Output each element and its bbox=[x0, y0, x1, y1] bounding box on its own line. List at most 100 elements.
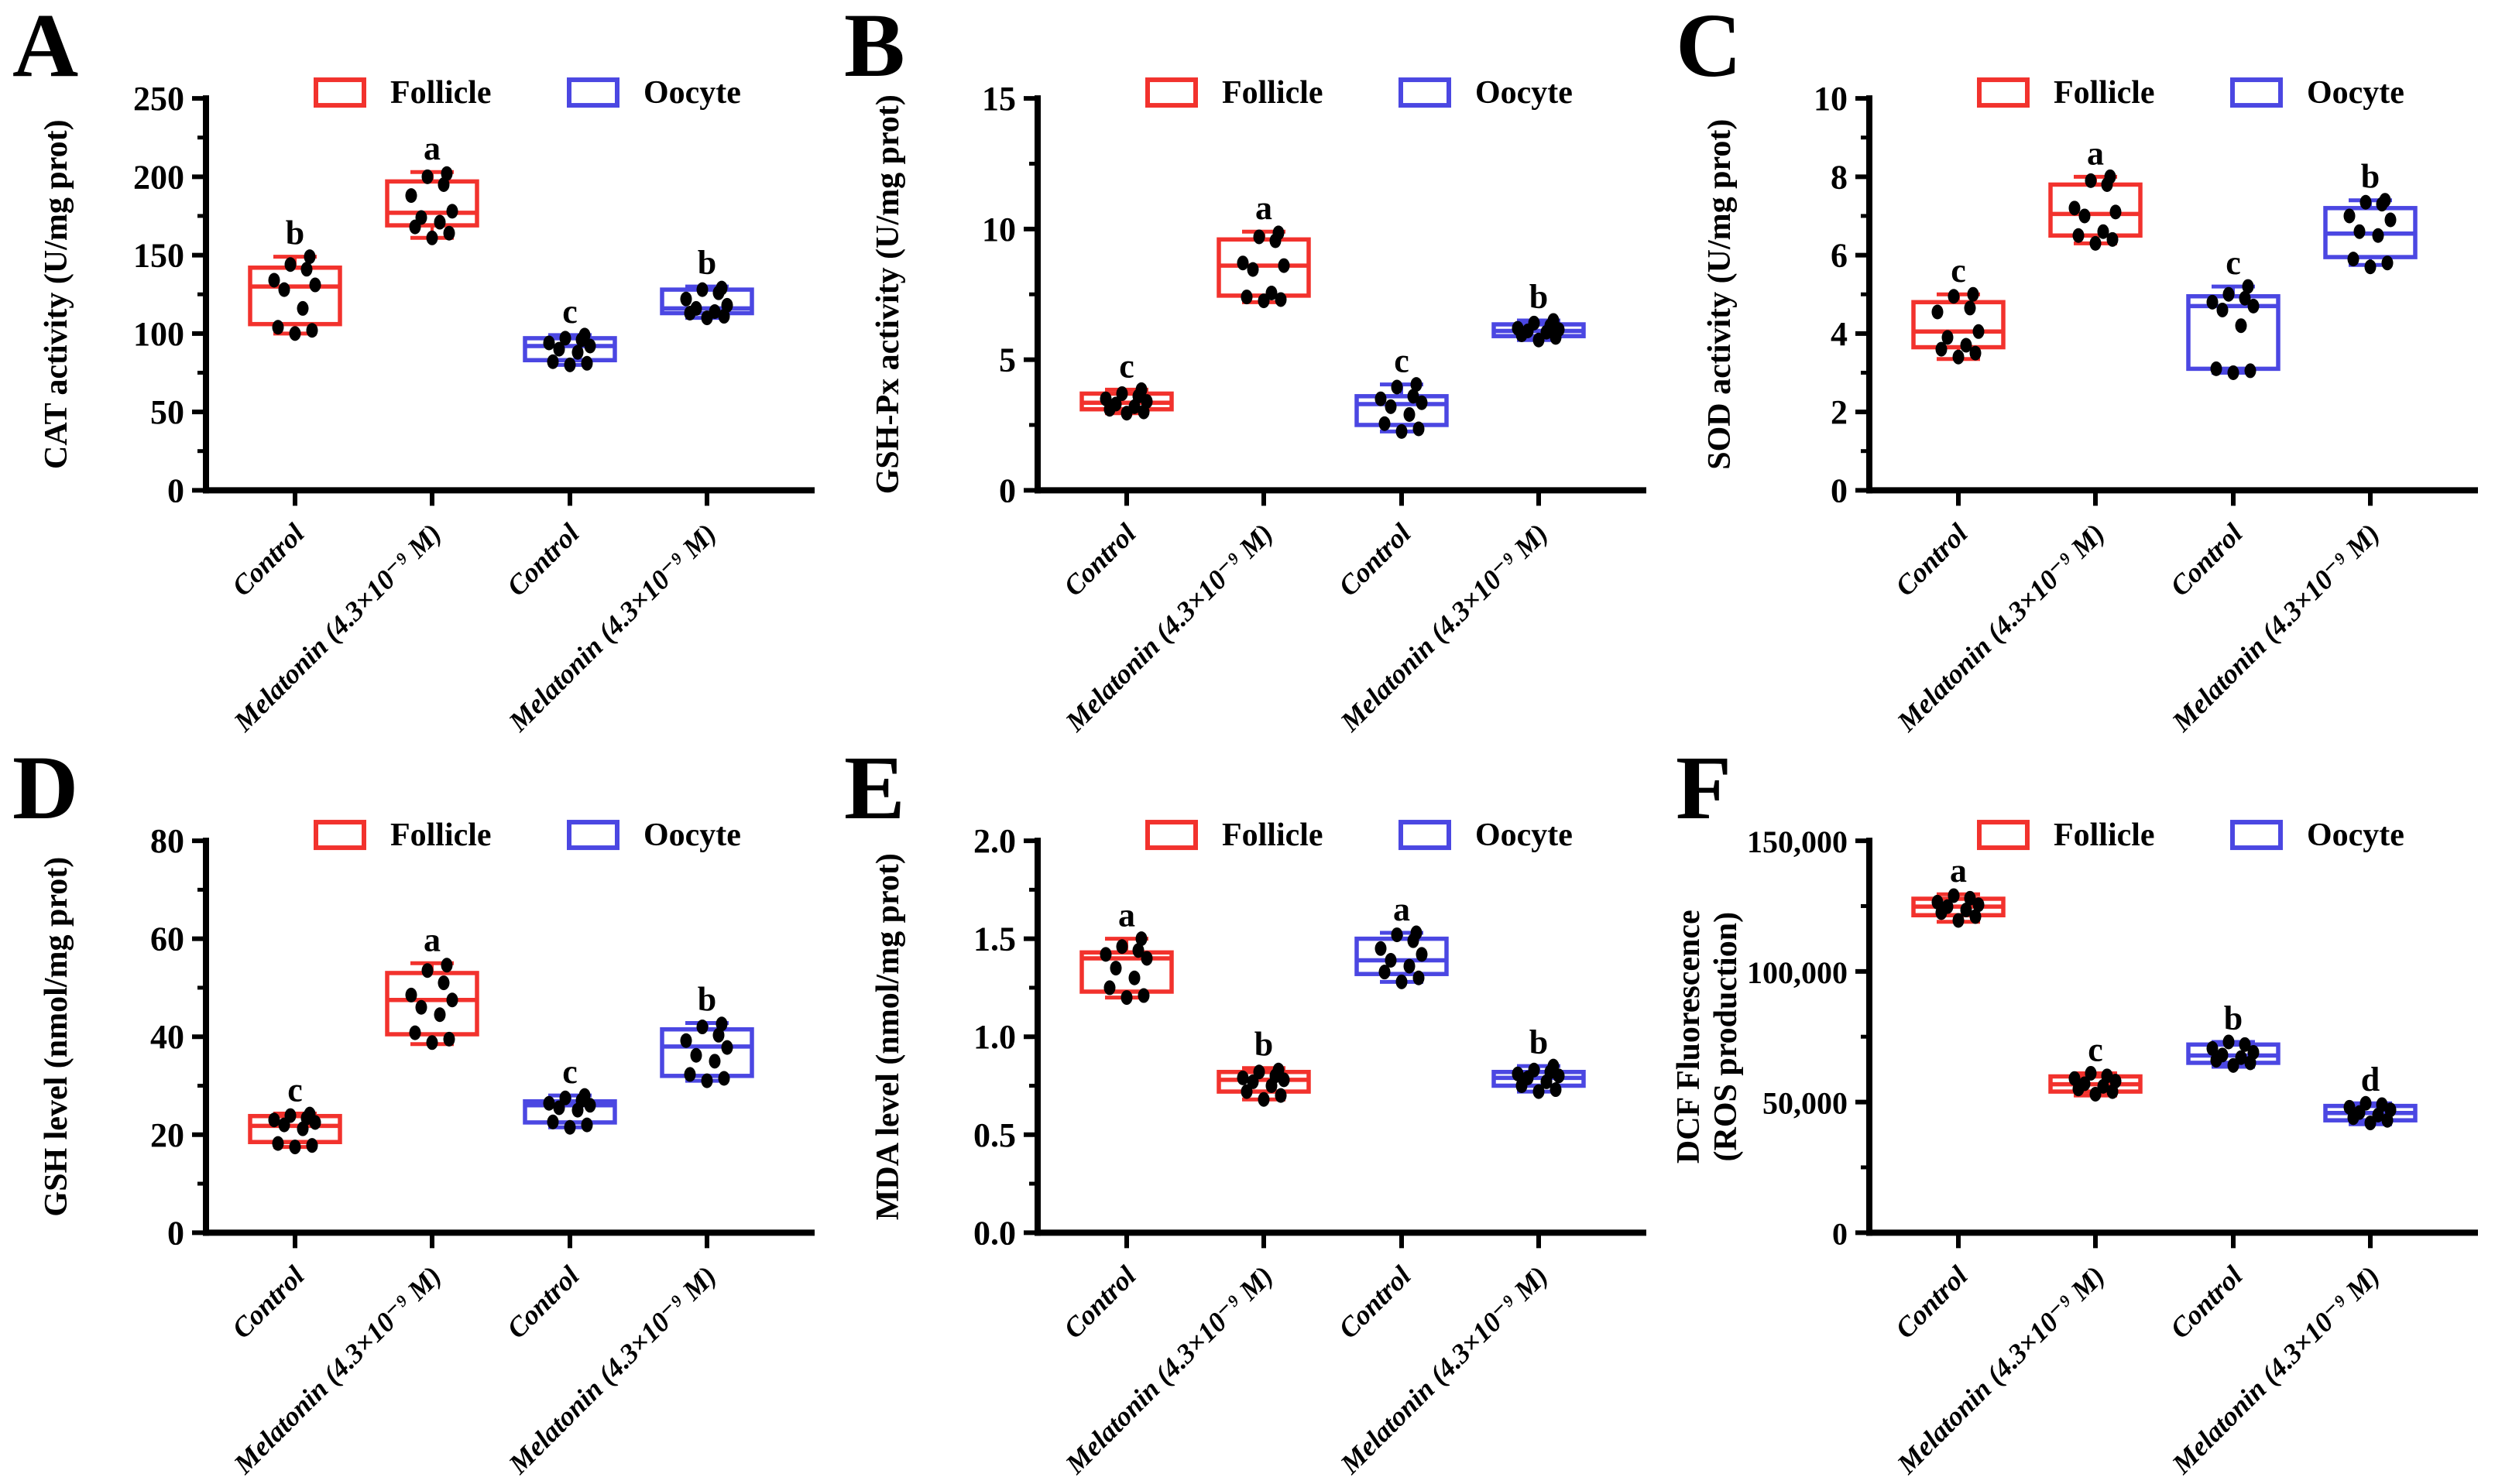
sig-letter: d bbox=[2361, 1061, 2380, 1098]
sig-letter: b bbox=[2224, 999, 2243, 1037]
panel-letter-D: D bbox=[12, 736, 79, 838]
data-point bbox=[564, 1119, 576, 1135]
data-point bbox=[1258, 1092, 1270, 1107]
data-point bbox=[1272, 225, 1285, 241]
x-tick-label: Control bbox=[1889, 1260, 1974, 1344]
data-point bbox=[1416, 946, 1428, 961]
data-point bbox=[1100, 946, 1112, 961]
data-point bbox=[543, 335, 555, 351]
data-point bbox=[309, 277, 321, 293]
panel-B: B 0 5 10 15 Control Melatonin (4.3×10⁻⁹ M) Con… bbox=[832, 0, 1663, 742]
data-point bbox=[446, 204, 458, 219]
data-point bbox=[1374, 391, 1387, 406]
data-point bbox=[1116, 386, 1128, 401]
data-point bbox=[1395, 423, 1408, 439]
data-point bbox=[2072, 228, 2085, 243]
data-point bbox=[1952, 349, 1965, 365]
x-tick-label: Control bbox=[501, 1260, 585, 1344]
y-tick-label: 0.0 bbox=[973, 1214, 1016, 1252]
data-point bbox=[581, 355, 593, 371]
data-point bbox=[1374, 941, 1387, 956]
data-point bbox=[1964, 300, 1976, 316]
data-point bbox=[680, 1033, 692, 1048]
data-point bbox=[2353, 224, 2366, 239]
data-point bbox=[1403, 406, 1416, 422]
data-point bbox=[1528, 315, 1540, 331]
data-point bbox=[1941, 899, 1954, 914]
legend-swatch-oocyte bbox=[567, 819, 619, 850]
box bbox=[660, 1026, 754, 1078]
data-point bbox=[1941, 330, 1954, 345]
data-point bbox=[2085, 1065, 2097, 1081]
data-point bbox=[716, 280, 728, 296]
sig-letter: b bbox=[698, 980, 716, 1018]
data-point bbox=[441, 166, 453, 181]
sig-letter: b bbox=[2361, 158, 2380, 196]
data-point bbox=[2210, 361, 2222, 376]
data-point bbox=[1141, 950, 1153, 965]
data-point bbox=[2097, 224, 2109, 239]
data-point bbox=[1116, 938, 1128, 954]
panel-A: A 0 50 100 150 200 250 Control Melatonin (4.3×1… bbox=[0, 0, 832, 742]
legend-swatch-oocyte bbox=[567, 77, 619, 108]
data-point bbox=[571, 344, 584, 360]
data-point bbox=[1275, 1088, 1287, 1103]
panel-letter-F: F bbox=[1676, 736, 1732, 838]
x-tick-label: Control bbox=[1333, 1260, 1417, 1344]
data-point bbox=[409, 1025, 421, 1040]
data-point bbox=[2106, 231, 2119, 247]
legend-label-follicle: Follicle bbox=[2054, 817, 2155, 853]
data-point bbox=[2109, 204, 2122, 220]
x-tick-label: Control bbox=[226, 1260, 311, 1344]
data-point bbox=[441, 957, 453, 972]
data-point bbox=[2347, 252, 2359, 267]
data-point bbox=[1972, 324, 1985, 339]
data-point bbox=[2364, 1115, 2377, 1130]
sig-letter: c bbox=[1394, 342, 1409, 380]
data-point bbox=[1412, 421, 1425, 437]
legend-swatch-oocyte bbox=[2230, 77, 2283, 108]
y-tick-label: 0 bbox=[1832, 1216, 1848, 1251]
legend-label-oocyte: Oocyte bbox=[643, 75, 741, 111]
data-point bbox=[696, 282, 709, 297]
x-tick-label: Control bbox=[2164, 518, 2249, 602]
data-point bbox=[559, 1090, 571, 1105]
data-point bbox=[721, 1040, 733, 1055]
y-axis-title: (ROS production) bbox=[1708, 911, 1744, 1161]
data-point bbox=[1272, 1062, 1285, 1078]
data-point bbox=[300, 262, 313, 277]
sig-letter: b bbox=[1529, 1023, 1548, 1061]
data-point bbox=[1237, 255, 1249, 271]
data-point bbox=[1948, 289, 1960, 304]
data-point bbox=[709, 303, 721, 319]
panel-letter-E: E bbox=[844, 736, 905, 838]
data-point bbox=[306, 323, 318, 338]
box bbox=[1911, 300, 2006, 350]
data-point bbox=[1532, 1084, 1545, 1099]
y-tick-label: 10 bbox=[1814, 80, 1848, 118]
legend-label-oocyte: Oocyte bbox=[2307, 817, 2404, 853]
data-point bbox=[2235, 1050, 2247, 1065]
x-tick-label: Control bbox=[501, 518, 585, 602]
data-point bbox=[1410, 377, 1423, 392]
data-point bbox=[1948, 887, 1960, 903]
data-point bbox=[2372, 228, 2384, 243]
data-point bbox=[405, 188, 417, 204]
legend-swatch-follicle bbox=[1145, 77, 1198, 108]
data-point bbox=[1972, 896, 1985, 912]
data-point bbox=[1278, 258, 1290, 273]
data-point bbox=[709, 1053, 721, 1068]
data-point bbox=[2239, 1037, 2251, 1052]
y-tick-label: 150,000 bbox=[1747, 824, 1848, 859]
y-tick-label: 0 bbox=[167, 1214, 184, 1252]
data-point bbox=[2384, 212, 2397, 228]
box bbox=[385, 970, 479, 1037]
data-point bbox=[2359, 194, 2372, 210]
data-point bbox=[438, 975, 450, 990]
data-point bbox=[559, 331, 571, 346]
panel-E: E 0.0 0.5 1.0 1.5 2.0 Control Melatonin (4.3×1… bbox=[832, 742, 1663, 1484]
data-point bbox=[284, 1108, 297, 1123]
data-point bbox=[1969, 908, 1982, 924]
